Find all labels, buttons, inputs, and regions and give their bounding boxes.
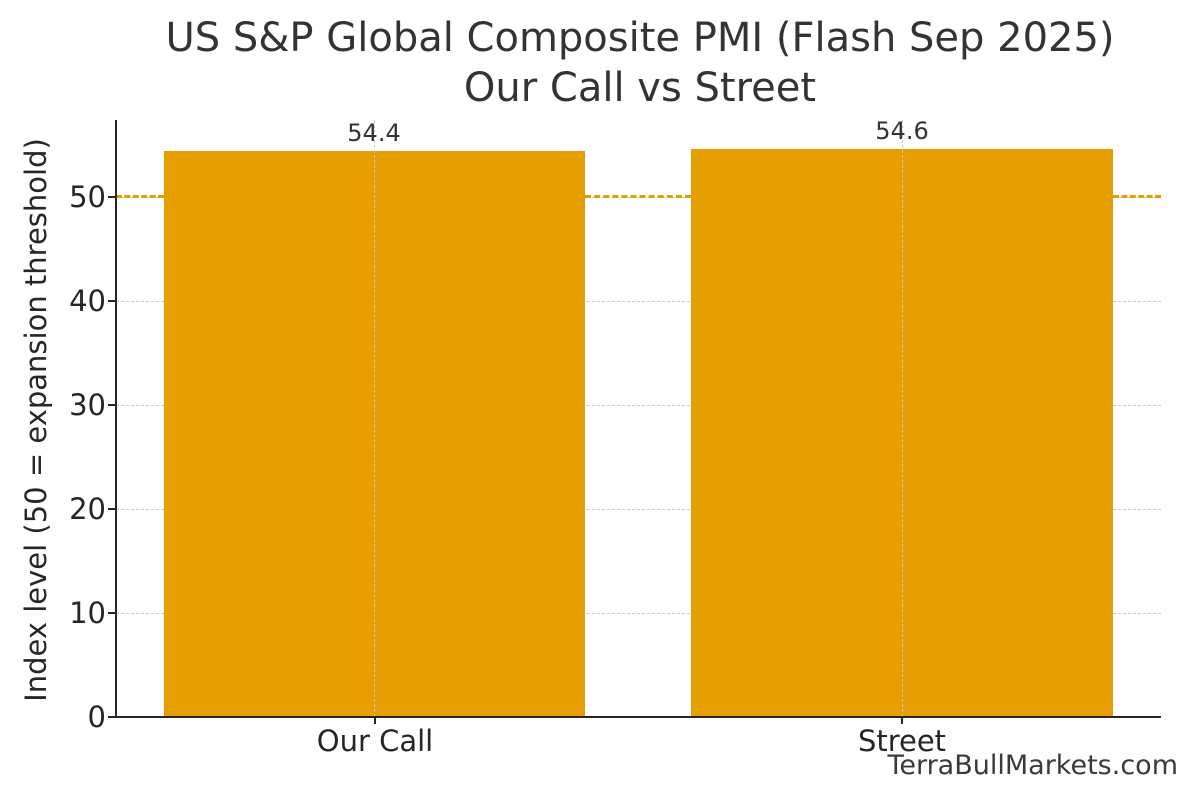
y-tick-50 bbox=[108, 196, 115, 198]
gridline-y-10 bbox=[116, 613, 1161, 614]
x-tick-street bbox=[901, 717, 903, 724]
y-tick-label-50: 50 bbox=[69, 180, 106, 214]
x-tick-label-our-call: Our Call bbox=[316, 724, 434, 758]
y-tick-20 bbox=[108, 508, 115, 510]
y-tick-label-10: 10 bbox=[69, 596, 106, 630]
bar-value-label-our-call: 54.4 bbox=[347, 119, 401, 147]
gridline-y-40 bbox=[116, 301, 1161, 302]
y-axis-label: Index level (50 = expansion threshold) bbox=[19, 138, 53, 702]
y-tick-label-40: 40 bbox=[69, 284, 106, 318]
y-tick-0 bbox=[108, 716, 115, 718]
bar-value-label-street: 54.6 bbox=[875, 117, 929, 145]
gridline-x-street bbox=[902, 120, 903, 717]
y-tick-label-0: 0 bbox=[87, 700, 106, 734]
x-axis-line bbox=[115, 716, 1161, 718]
chart-title-line1: US S&P Global Composite PMI (Flash Sep 2… bbox=[165, 15, 1115, 61]
y-tick-30 bbox=[108, 404, 115, 406]
watermark: TerraBullMarkets.com bbox=[887, 750, 1178, 781]
gridline-y-20 bbox=[116, 509, 1161, 510]
chart-title-line2: Our Call vs Street bbox=[463, 65, 817, 111]
threshold-line-middle bbox=[585, 195, 691, 198]
threshold-line-left bbox=[116, 195, 164, 198]
gridline-x-our-call bbox=[374, 120, 375, 717]
y-tick-label-20: 20 bbox=[69, 492, 106, 526]
x-tick-label-street: Street bbox=[857, 724, 947, 758]
y-tick-10 bbox=[108, 612, 115, 614]
y-axis-line bbox=[115, 120, 117, 718]
threshold-line-right bbox=[1113, 195, 1161, 198]
gridline-y-30 bbox=[116, 405, 1161, 406]
y-tick-40 bbox=[108, 300, 115, 302]
x-tick-our-call bbox=[374, 717, 376, 724]
y-tick-label-30: 30 bbox=[69, 388, 106, 422]
